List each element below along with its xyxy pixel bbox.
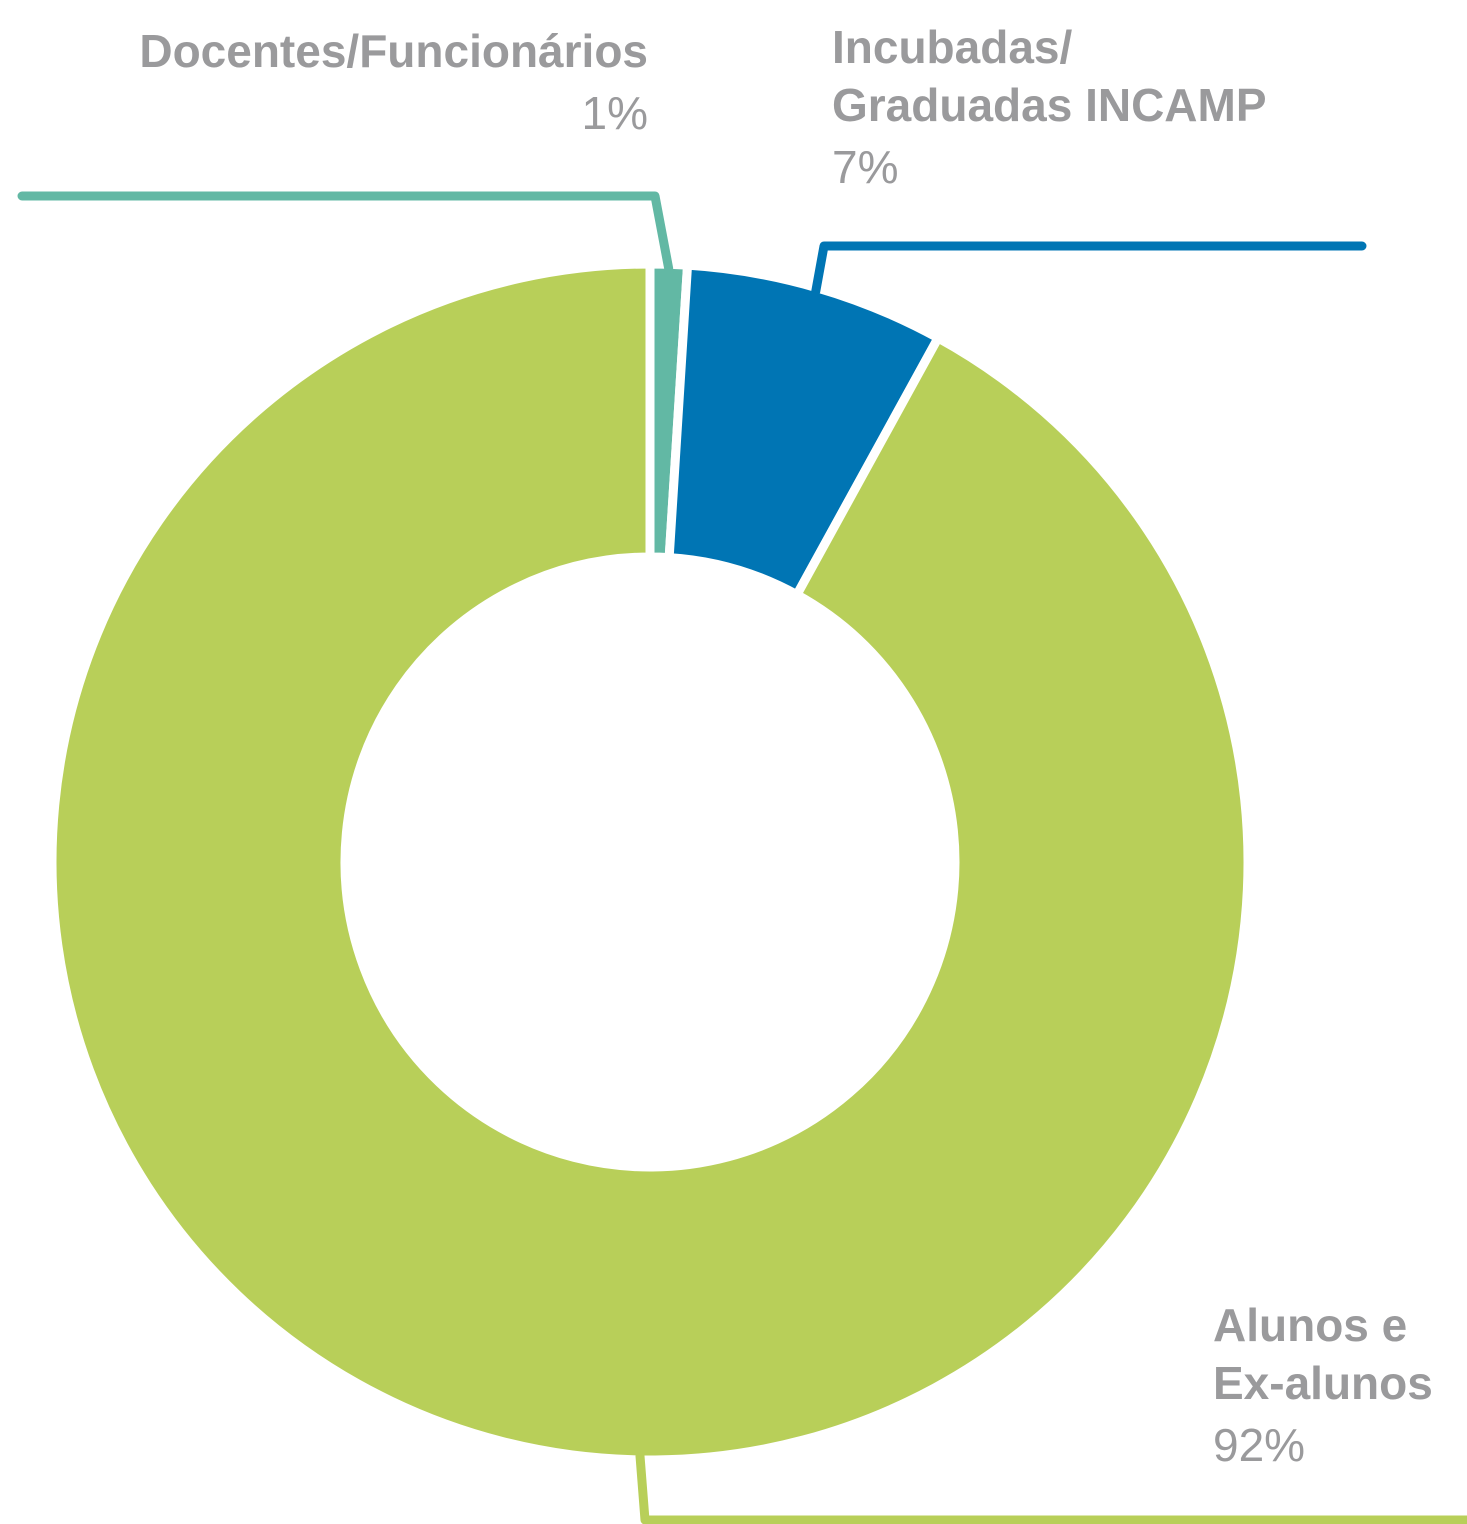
- value-label: 1%: [581, 87, 648, 139]
- value-label: 92%: [1213, 1419, 1306, 1471]
- leader-line: [17, 191, 674, 273]
- category-label: Incubadas/ Graduadas INCAMP: [832, 21, 1267, 131]
- slice-label: Incubadas/ Graduadas INCAMP 7%: [832, 18, 1267, 196]
- leader-line: [811, 241, 1367, 297]
- slice-label: Alunos e Ex-alunos 92%: [1213, 1296, 1433, 1474]
- category-label: Docentes/Funcionários: [139, 25, 648, 77]
- value-label: 7%: [832, 141, 899, 193]
- slice-label: Docentes/Funcionários 1%: [139, 22, 648, 142]
- leader-line: [635, 1451, 1467, 1524]
- category-label: Alunos e Ex-alunos: [1213, 1299, 1433, 1409]
- donut-slice: [47, 259, 1253, 1465]
